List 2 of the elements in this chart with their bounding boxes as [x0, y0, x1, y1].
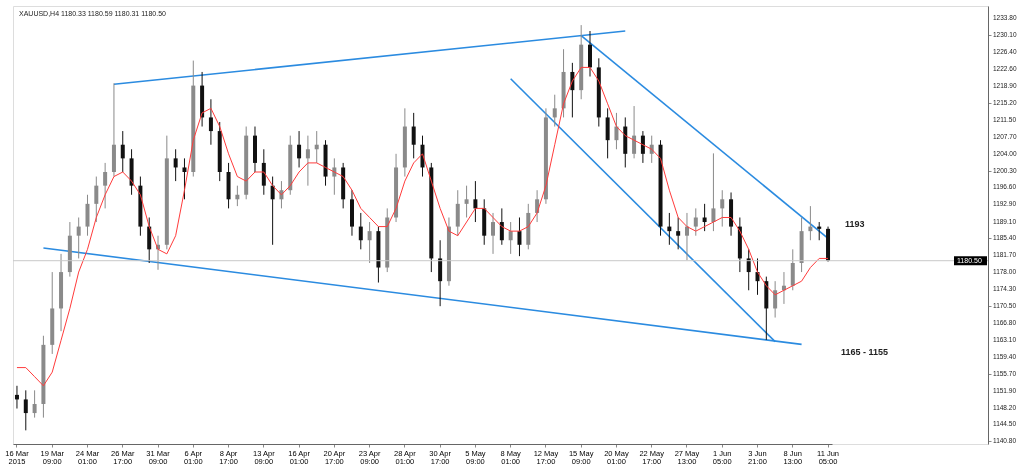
text: 1193 [845, 219, 865, 229]
text: 1165 - 1155 [841, 347, 889, 357]
